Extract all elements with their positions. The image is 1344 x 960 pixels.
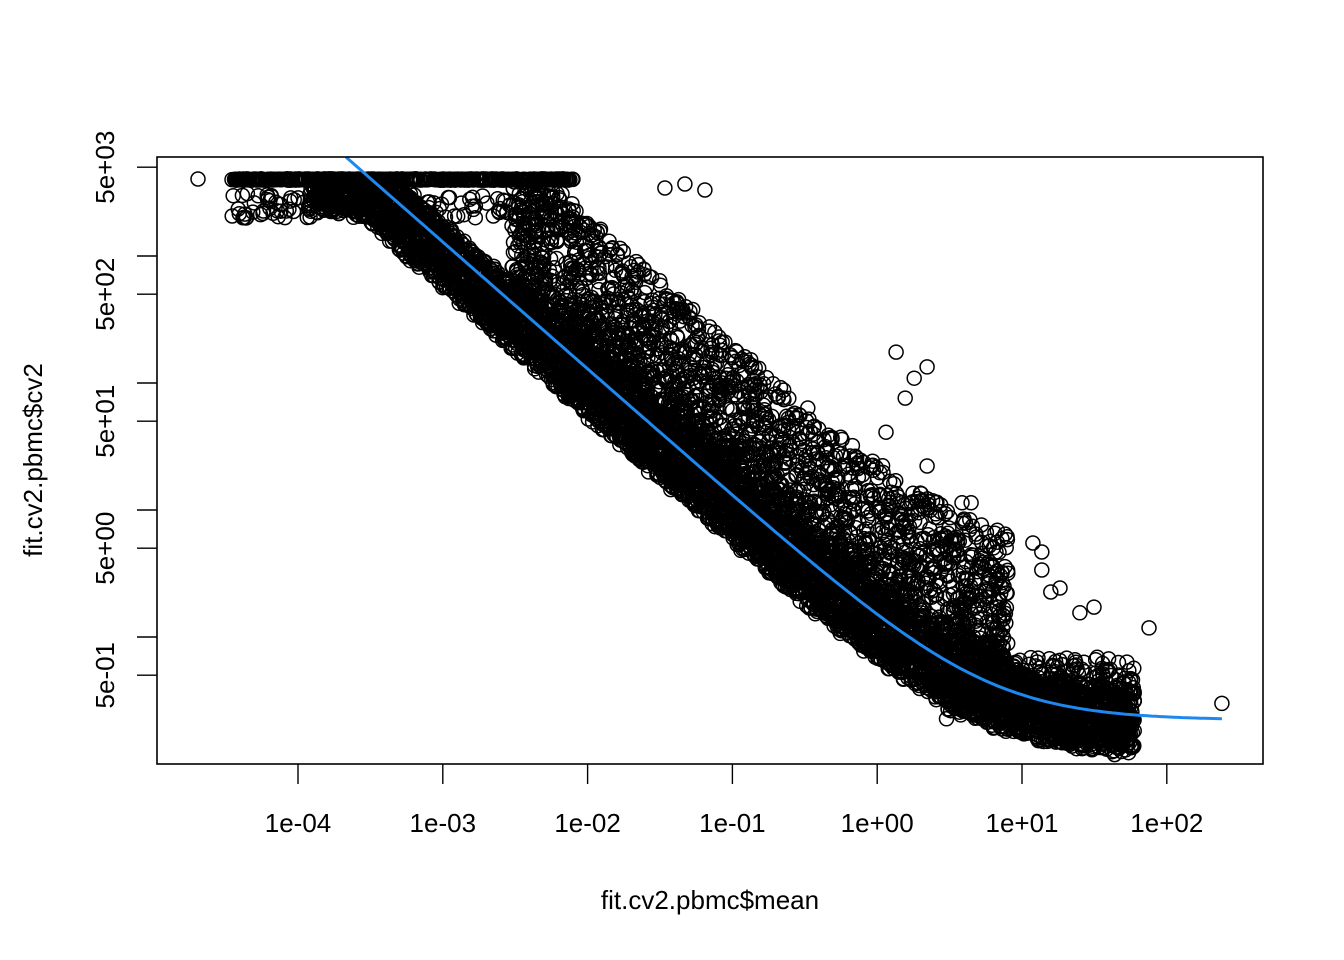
x-tick-label: 1e-04 [265, 808, 332, 838]
x-tick-label: 1e+00 [841, 808, 914, 838]
y-tick-label: 5e+02 [90, 258, 120, 331]
data-points [190, 171, 1230, 763]
fit-curve [345, 156, 1222, 721]
x-axis-title: fit.cv2.pbmc$mean [601, 885, 819, 915]
y-axis-title: fit.cv2.pbmc$cv2 [18, 363, 48, 557]
x-tick-label: 1e+01 [985, 808, 1058, 838]
y-tick-label: 5e+00 [90, 512, 120, 585]
plot-frame [156, 156, 1264, 765]
y-tick-label: 5e-01 [90, 642, 120, 709]
y-tick-label: 5e+03 [90, 131, 120, 204]
x-tick-label: 1e+02 [1130, 808, 1203, 838]
y-axis: 5e+03 5e+02 5e+01 5e+00 5e-01 [90, 131, 157, 709]
y-tick-label: 5e+01 [90, 385, 120, 458]
x-tick-label: 1e-02 [554, 808, 621, 838]
x-axis: 1e-04 1e-03 1e-02 1e-01 1e+00 1e+01 1e+02 [265, 764, 1203, 838]
x-tick-label: 1e-03 [410, 808, 477, 838]
x-tick-label: 1e-01 [699, 808, 766, 838]
